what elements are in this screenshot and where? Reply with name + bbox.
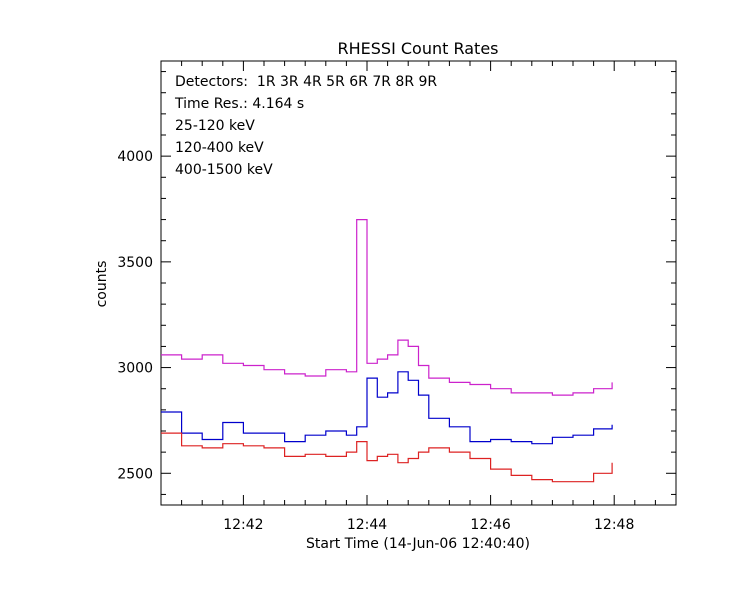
x-tick-label: 12:44 (347, 517, 387, 533)
x-axis-label: Start Time (14-Jun-06 12:40:40) (306, 536, 530, 552)
tick-labels: 12:42 12:44 12:46 12:48 2500 3000 3500 4000 (117, 149, 634, 533)
chart-title: RHESSI Count Rates (338, 39, 499, 58)
series-line-1 (161, 219, 613, 396)
legend-entry-25-120: 25-120 keV (175, 118, 255, 134)
x-tick-label: 12:46 (470, 517, 510, 533)
series-line-2 (161, 432, 613, 483)
y-tick-label: 2500 (117, 466, 153, 482)
y-tick-label: 3500 (117, 255, 153, 271)
time-res-annotation: Time Res.: 4.164 s (174, 96, 304, 112)
detectors-annotation: Detectors: 1R 3R 4R 5R 6R 7R 8R 9R (175, 74, 437, 90)
axis-ticks (160, 61, 677, 505)
y-tick-label: 3000 (117, 361, 153, 377)
y-tick-label: 4000 (117, 149, 153, 165)
series-layer (161, 219, 613, 483)
legend-entry-120-400: 120-400 keV (175, 140, 264, 156)
legend: Detectors: 1R 3R 4R 5R 6R 7R 8R 9R Time … (174, 74, 437, 178)
x-tick-label: 12:42 (223, 517, 263, 533)
legend-entry-400-1500: 400-1500 keV (175, 162, 273, 178)
y-axis-label: counts (94, 261, 110, 308)
series-line-0 (161, 371, 613, 445)
x-tick-label: 12:48 (594, 517, 634, 533)
